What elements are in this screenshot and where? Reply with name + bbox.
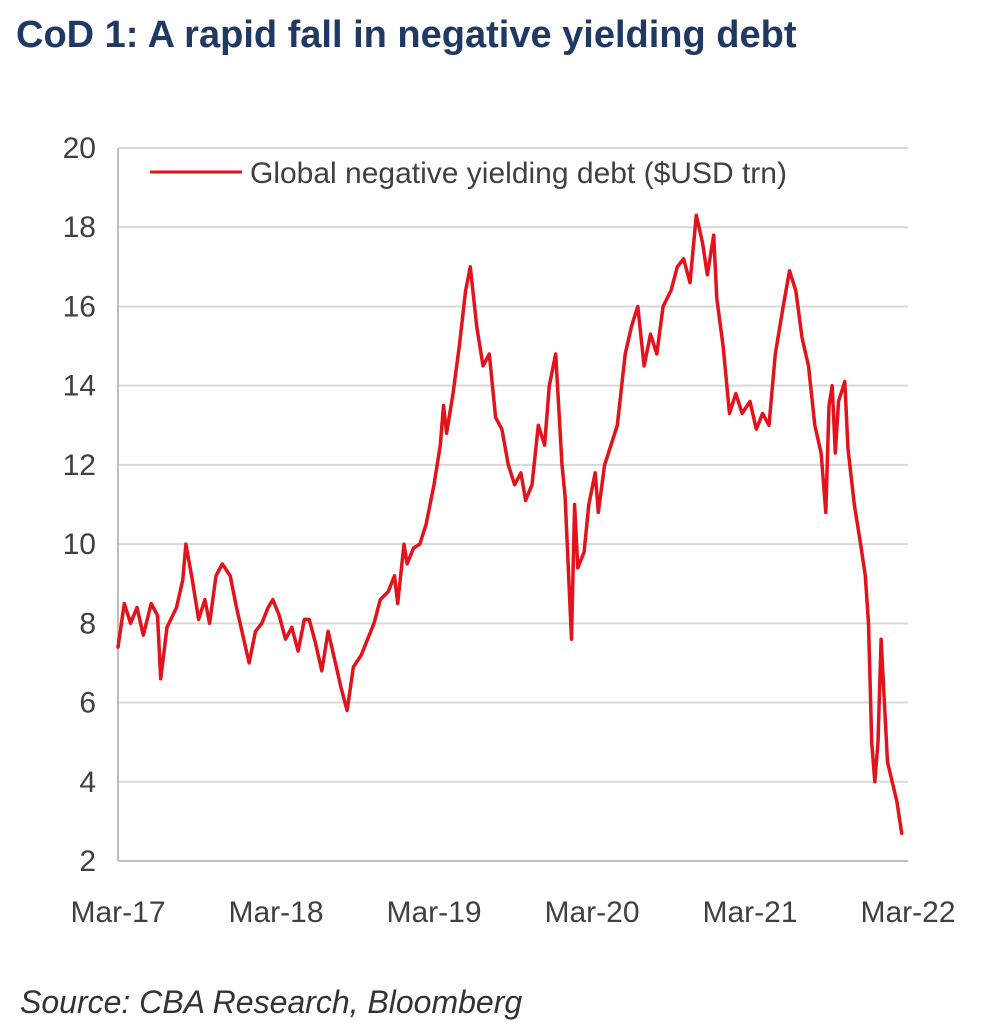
y-tick-label: 6 [79,687,96,720]
gridlines [118,147,908,783]
source-note: Source: CBA Research, Bloomberg [20,984,523,1020]
y-tick-label: 14 [63,370,96,403]
x-tick-label: Mar-21 [702,896,797,929]
y-tick-label: 12 [63,449,96,482]
legend-label: Global negative yielding debt ($USD trn) [250,157,787,190]
chart-title: CoD 1: A rapid fall in negative yielding… [16,14,797,56]
line-chart: 2 4 6 8 10 12 14 16 18 20 Mar-17 Mar-18 Mar-19 Mar-2… [63,132,956,929]
series-line [116,213,904,836]
x-tick-label: Mar-18 [228,896,323,929]
y-tick-label: 8 [79,607,96,640]
y-tick-label: 16 [63,290,96,323]
x-axis-ticks: Mar-17 Mar-18 Mar-19 Mar-20 Mar-21 Mar-22 [70,896,955,929]
y-tick-label: 4 [79,766,96,799]
y-axis-ticks: 2 4 6 8 10 12 14 16 18 20 [63,132,96,878]
y-tick-label: 2 [79,845,96,878]
y-tick-label: 10 [63,528,96,561]
legend: Global negative yielding debt ($USD trn) [150,157,787,190]
x-tick-label: Mar-19 [386,896,481,929]
y-tick-label: 18 [63,211,96,244]
series-layer [116,213,904,836]
x-tick-label: Mar-20 [544,896,639,929]
x-tick-label: Mar-22 [860,896,955,929]
y-tick-label: 20 [63,132,96,165]
x-tick-label: Mar-17 [70,896,165,929]
